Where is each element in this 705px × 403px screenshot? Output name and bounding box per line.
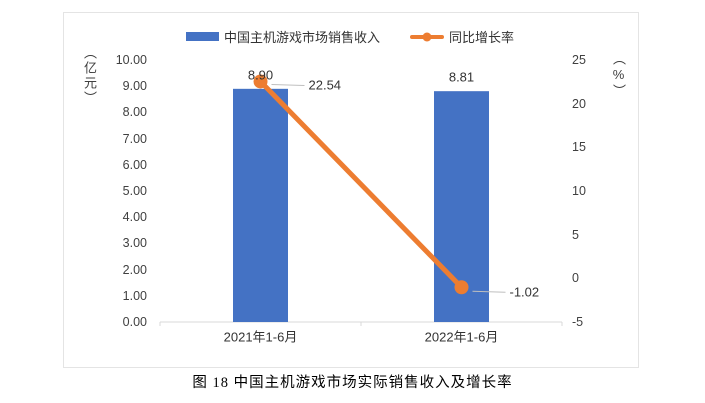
left-axis-title: （亿元） <box>82 46 97 106</box>
right-axis-tick-0: 25 <box>572 53 586 67</box>
left-axis-tick-9: 1.00 <box>122 288 147 303</box>
growth-marker-0 <box>253 74 268 89</box>
legend-label-revenue: 中国主机游戏市场销售收入 <box>223 30 380 45</box>
right-axis-tick-4: 5 <box>572 227 579 242</box>
line-data-label-0: 22.54 <box>308 77 342 93</box>
bar-data-label-0: 8.90 <box>247 67 274 83</box>
line-data-label-1: -1.02 <box>509 284 540 300</box>
left-axis-tick-10: 0.00 <box>122 315 147 329</box>
revenue-bar-0 <box>233 88 288 322</box>
legend: 中国主机游戏市场销售收入 同比增长率 <box>63 27 637 46</box>
right-axis-tick-6: -5 <box>572 315 584 329</box>
chart-area-border <box>63 12 639 368</box>
left-axis-tick-3: 7.00 <box>122 131 147 146</box>
legend-item-growth: 同比增长率 <box>410 27 514 46</box>
legend-item-revenue: 中国主机游戏市场销售收入 <box>185 27 380 46</box>
left-axis-tick-5: 5.00 <box>122 184 147 198</box>
right-axis-title: （%） <box>611 52 626 99</box>
right-axis-tick-3: 10 <box>572 184 586 198</box>
left-axis-tick-7: 3.00 <box>122 236 147 251</box>
right-axis-tick-2: 15 <box>572 140 586 155</box>
bar-series-swatch <box>185 32 219 41</box>
line-marker-dot <box>422 32 432 41</box>
growth-line <box>258 78 464 290</box>
figure-caption: 图 18 中国主机游戏市场实际销售收入及增长率 <box>192 375 513 391</box>
line-series-swatch <box>410 32 444 41</box>
right-axis-tick-5: 0 <box>572 271 579 286</box>
right-axis-tick-1: 20 <box>572 96 586 111</box>
left-axis-tick-6: 4.00 <box>122 210 147 225</box>
bar-data-label-1: 8.81 <box>448 69 475 85</box>
left-axis-tick-4: 6.00 <box>122 157 147 172</box>
left-axis-tick-0: 10.00 <box>115 53 147 67</box>
category-label-1: 2022年1-6月 <box>424 329 499 345</box>
left-axis-tick-8: 2.00 <box>122 262 147 277</box>
category-label-0: 2021年1-6月 <box>223 329 298 345</box>
leader-line-1 <box>472 290 506 293</box>
legend-label-growth: 同比增长率 <box>449 30 515 45</box>
left-axis-tick-2: 8.00 <box>122 105 147 120</box>
left-axis-tick-1: 9.00 <box>122 79 147 94</box>
leader-line-0 <box>271 83 305 86</box>
growth-marker-1 <box>454 280 469 295</box>
